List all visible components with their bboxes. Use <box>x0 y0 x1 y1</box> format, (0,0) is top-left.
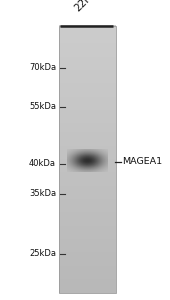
Text: MAGEA1: MAGEA1 <box>122 158 163 166</box>
Bar <box>59 265 116 270</box>
Bar <box>59 136 116 141</box>
Text: 55kDa: 55kDa <box>29 102 56 111</box>
Bar <box>59 261 116 266</box>
Bar <box>59 92 116 97</box>
Bar <box>59 167 116 172</box>
Bar <box>59 38 116 43</box>
Text: 70kDa: 70kDa <box>29 63 56 72</box>
Bar <box>59 69 116 74</box>
Bar <box>59 123 116 128</box>
Bar <box>59 256 116 261</box>
Bar <box>59 52 116 57</box>
Bar <box>59 100 116 106</box>
Bar <box>59 114 116 119</box>
Bar <box>59 25 116 30</box>
Text: 25kDa: 25kDa <box>29 249 56 258</box>
Bar <box>59 43 116 48</box>
Bar <box>59 238 116 244</box>
Bar <box>59 248 116 253</box>
Bar <box>59 132 116 137</box>
Bar <box>59 207 116 212</box>
Bar <box>59 172 116 177</box>
Bar <box>59 212 116 217</box>
Bar <box>59 105 116 110</box>
Bar <box>59 47 116 52</box>
Bar <box>59 158 116 164</box>
Bar <box>59 234 116 239</box>
Bar <box>59 78 116 83</box>
Bar <box>59 243 116 248</box>
Bar <box>59 221 116 226</box>
Bar <box>59 83 116 88</box>
Bar <box>59 154 116 159</box>
Bar <box>59 185 116 190</box>
Bar <box>59 110 116 115</box>
Bar <box>59 199 116 203</box>
Bar <box>59 87 116 92</box>
Bar <box>59 141 116 146</box>
Bar <box>59 26 116 292</box>
Bar <box>59 287 116 292</box>
Bar <box>59 74 116 79</box>
Bar <box>59 65 116 70</box>
Bar <box>59 181 116 186</box>
Bar <box>59 56 116 61</box>
Bar <box>59 127 116 132</box>
Text: 22Rv1: 22Rv1 <box>72 0 103 14</box>
Text: 40kDa: 40kDa <box>29 159 56 168</box>
Bar <box>59 29 116 34</box>
Bar <box>59 225 116 230</box>
Bar <box>59 230 116 235</box>
Bar <box>59 61 116 66</box>
Bar <box>59 118 116 123</box>
Bar <box>59 252 116 257</box>
Bar <box>59 34 116 39</box>
Bar <box>59 149 116 154</box>
Bar <box>59 194 116 199</box>
Bar <box>59 274 116 279</box>
Bar <box>59 96 116 101</box>
Bar <box>59 163 116 168</box>
Bar <box>59 283 116 288</box>
Bar <box>59 278 116 284</box>
Bar <box>59 190 116 195</box>
Text: 35kDa: 35kDa <box>29 189 56 198</box>
Bar <box>59 270 116 275</box>
Bar <box>59 176 116 181</box>
Bar <box>59 216 116 221</box>
Bar <box>59 145 116 150</box>
Bar <box>59 203 116 208</box>
